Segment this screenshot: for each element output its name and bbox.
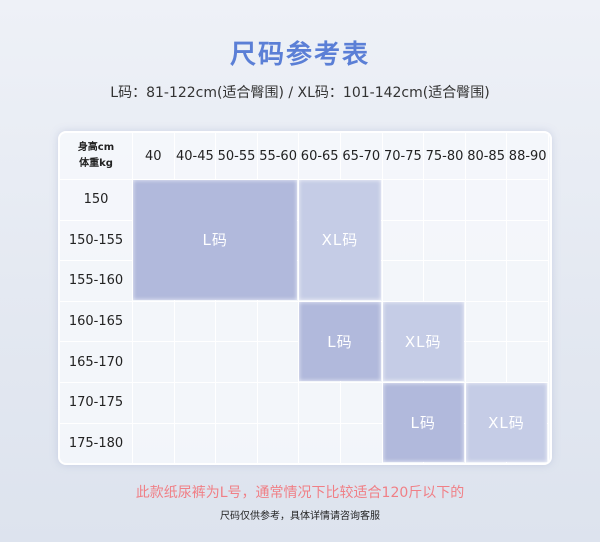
row-header: 150 xyxy=(60,180,133,221)
table-cell xyxy=(341,423,383,463)
table-cell xyxy=(299,423,341,463)
table-cell xyxy=(507,342,549,383)
size-block: L码 xyxy=(299,301,381,381)
table-cell xyxy=(174,383,217,424)
page-title: 尺码参考表 xyxy=(229,40,370,70)
table-cell xyxy=(507,261,549,302)
column-header: 88-90 xyxy=(507,133,549,180)
table-cell xyxy=(382,261,425,302)
table-cell xyxy=(382,220,425,262)
footer-note: 尺码仅供参考，具体详情请咨询客服 xyxy=(220,511,380,522)
size-block: XL码 xyxy=(382,301,464,381)
table-cell xyxy=(424,180,466,221)
column-header: 70-75 xyxy=(382,133,425,180)
table-cell xyxy=(257,261,300,302)
table-cell xyxy=(465,180,508,221)
table-cell xyxy=(258,423,300,463)
column-header: 40-45 xyxy=(174,133,217,180)
table-cell xyxy=(424,261,466,302)
size-block: XL码 xyxy=(299,180,381,300)
table-cell xyxy=(175,423,217,463)
row-header: 160-165 xyxy=(60,301,133,343)
table-cell xyxy=(341,383,383,424)
size-note: 此款纸尿裤为L号，通常情况下比较适合120斤以下的 xyxy=(135,485,465,501)
table-cell xyxy=(507,301,549,343)
table-cell xyxy=(133,423,175,463)
column-header: 50-55 xyxy=(216,133,258,180)
table-cell xyxy=(507,220,549,262)
table-cell xyxy=(341,261,383,302)
table-cell xyxy=(465,301,508,343)
column-header: 75-80 xyxy=(424,133,466,180)
table-cell xyxy=(424,423,466,463)
column-header: 80-85 xyxy=(465,133,508,180)
table-cell xyxy=(424,220,466,262)
size-block: L码 xyxy=(382,383,464,463)
column-header: 55-60 xyxy=(257,133,300,180)
table-cell xyxy=(216,423,258,463)
size-table: 身高cm 体重kg 40 40-45 50-55 55-60 60-65 65-70 70-… xyxy=(58,131,552,465)
table-cell xyxy=(257,342,300,383)
table-cell xyxy=(133,383,175,424)
table-cell xyxy=(216,301,258,343)
size-block: XL码 xyxy=(465,383,547,463)
row-header: 155-160 xyxy=(60,261,133,302)
table-cell xyxy=(216,383,258,424)
row-header: 150-155 xyxy=(60,220,133,262)
table-cell xyxy=(174,342,217,383)
table-cell xyxy=(133,301,175,343)
weight-label: 体重kg xyxy=(79,158,113,169)
table-cell xyxy=(465,220,508,262)
table-cell xyxy=(299,383,341,424)
table-cell xyxy=(216,342,258,383)
table-cell xyxy=(465,342,508,383)
row-header: 170-175 xyxy=(60,383,133,424)
table-cell xyxy=(257,383,300,424)
size-subtitle: L码：81-122cm(适合臀围) / XL码：101-142cm(适合臀围) xyxy=(110,85,490,101)
table-cell xyxy=(341,342,383,383)
column-header: 60-65 xyxy=(299,133,341,180)
corner-header: 身高cm 体重kg xyxy=(60,133,133,180)
table-cell xyxy=(507,423,549,463)
table-cell xyxy=(382,180,425,221)
table-cell xyxy=(133,342,175,383)
column-header: 65-70 xyxy=(341,133,383,180)
column-header: 40 xyxy=(133,133,175,180)
row-header: 165-170 xyxy=(60,342,133,383)
height-label: 身高cm xyxy=(77,142,115,153)
table-cell xyxy=(507,180,549,221)
size-block: L码 xyxy=(133,180,298,300)
table-cell xyxy=(424,342,466,383)
table-cell xyxy=(174,301,217,343)
table-cell xyxy=(465,261,508,302)
table-cell xyxy=(257,301,300,343)
row-header: 175-180 xyxy=(60,423,133,463)
